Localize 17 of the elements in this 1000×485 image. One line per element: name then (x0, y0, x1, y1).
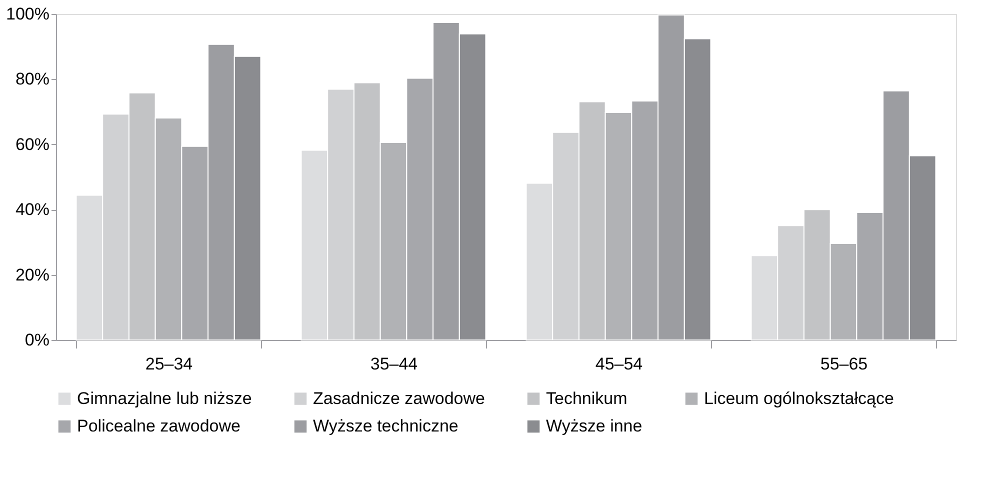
y-tick-label: 20% (15, 265, 50, 284)
legend-label: Zasadnicze zawodowe (313, 388, 485, 408)
legend-label: Technikum (546, 388, 628, 408)
y-tick-label: 80% (15, 70, 50, 89)
y-tick-label: 100% (6, 4, 50, 24)
legend-label: Gimnazjalne lub niższe (77, 388, 252, 408)
y-tick-label: 0% (24, 330, 50, 350)
legend-label: Wyższe techniczne (313, 416, 458, 436)
y-tick-label: 60% (15, 134, 50, 154)
x-tick-label: 35–44 (370, 354, 418, 374)
y-tick-label: 40% (15, 200, 50, 220)
x-tick-label: 55–65 (820, 354, 868, 374)
legend-label: Liceum ogólnokształcące (704, 388, 894, 408)
legend-label: Policealne zawodowe (77, 416, 240, 436)
x-tick-label: 45–54 (595, 354, 643, 374)
legend-label: Wyższe inne (546, 416, 642, 436)
x-tick-label: 25–34 (145, 354, 193, 374)
